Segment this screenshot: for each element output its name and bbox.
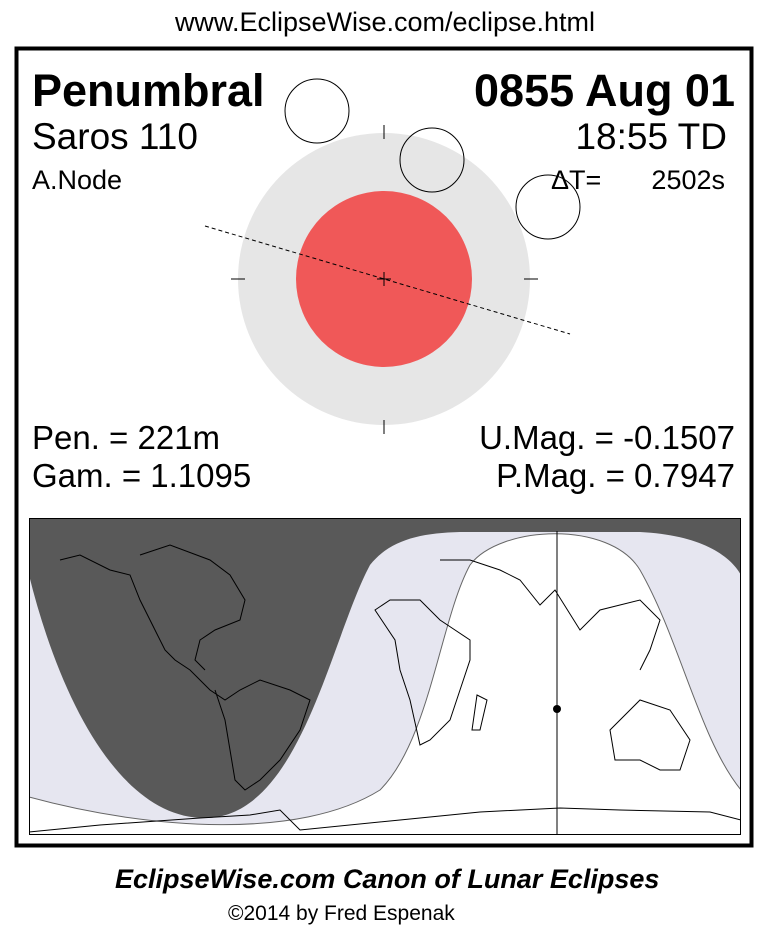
moon-position-last-contact — [515, 174, 581, 240]
map-entire-eclipse-region — [29, 533, 741, 835]
delta-t-label: ΔT= — [551, 165, 602, 195]
moon-position-first-contact — [284, 78, 350, 144]
coastlines — [29, 544, 741, 833]
source-url: www.EclipseWise.com/eclipse.html — [174, 7, 596, 37]
footer-title: EclipseWise.com Canon of Lunar Eclipses — [115, 864, 660, 894]
gamma: Gam. = 1.1095 — [32, 457, 252, 494]
umbral-magnitude: U.Mag. = -0.1507 — [479, 419, 735, 456]
map-border — [29, 518, 741, 835]
penumbral-duration: Pen. = 221m — [32, 419, 221, 456]
penumbral-magnitude: P.Mag. = 0.7947 — [496, 457, 735, 494]
visibility-map — [29, 518, 741, 835]
eclipse-type: Penumbral — [32, 65, 265, 116]
moon-path-line — [204, 225, 571, 335]
shadow-diagram — [204, 78, 581, 434]
eclipse-time: 18:55 TD — [575, 116, 727, 157]
axis-ticks — [231, 125, 538, 434]
saros-number: Saros 110 — [32, 116, 198, 157]
node-type: A.Node — [32, 165, 123, 195]
delta-t-value: 2502s — [651, 165, 725, 195]
moon-position-greatest — [399, 127, 465, 193]
greatest-eclipse-point — [553, 705, 561, 713]
copyright: ©2014 by Fred Espenak — [228, 902, 455, 925]
eclipse-date: 0855 Aug 01 — [474, 65, 735, 116]
